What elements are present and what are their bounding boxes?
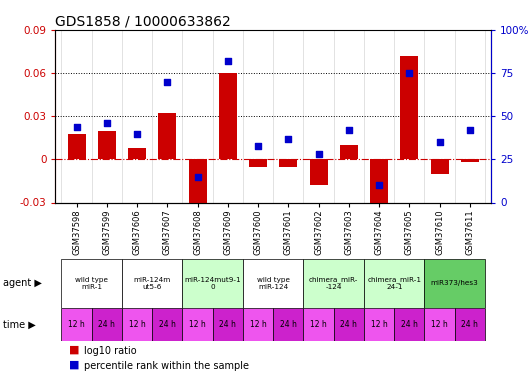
Bar xyxy=(364,308,394,341)
Point xyxy=(224,58,232,64)
Text: time ▶: time ▶ xyxy=(3,320,35,329)
Bar xyxy=(213,308,243,341)
Text: chimera_miR-1
24-1: chimera_miR-1 24-1 xyxy=(367,276,421,290)
Point xyxy=(466,127,474,133)
Bar xyxy=(364,259,425,308)
Text: 24 h: 24 h xyxy=(280,320,297,329)
Text: 12 h: 12 h xyxy=(68,320,85,329)
Bar xyxy=(68,134,86,159)
Bar xyxy=(455,308,485,341)
Point xyxy=(102,120,111,126)
Bar xyxy=(243,308,274,341)
Point xyxy=(405,70,413,76)
Text: 12 h: 12 h xyxy=(250,320,267,329)
Bar xyxy=(219,73,237,159)
Bar xyxy=(128,148,146,159)
Text: 24 h: 24 h xyxy=(220,320,237,329)
Text: 12 h: 12 h xyxy=(371,320,388,329)
Bar xyxy=(122,259,183,308)
Point xyxy=(345,127,353,133)
Bar xyxy=(61,308,92,341)
Bar xyxy=(430,159,449,174)
Bar xyxy=(274,308,304,341)
Point xyxy=(254,142,262,148)
Bar xyxy=(183,308,213,341)
Point xyxy=(133,130,142,136)
Bar xyxy=(309,159,328,185)
Text: 12 h: 12 h xyxy=(189,320,206,329)
Text: 24 h: 24 h xyxy=(159,320,176,329)
Point xyxy=(314,151,323,157)
Text: 12 h: 12 h xyxy=(431,320,448,329)
Bar xyxy=(425,259,485,308)
Bar xyxy=(122,308,152,341)
Bar xyxy=(304,308,334,341)
Bar xyxy=(334,308,364,341)
Text: ■: ■ xyxy=(69,360,79,369)
Text: agent ▶: agent ▶ xyxy=(3,278,42,288)
Bar xyxy=(394,308,425,341)
Bar xyxy=(92,308,122,341)
Text: 24 h: 24 h xyxy=(341,320,357,329)
Text: 24 h: 24 h xyxy=(461,320,478,329)
Bar xyxy=(370,159,388,238)
Bar xyxy=(98,130,116,159)
Text: percentile rank within the sample: percentile rank within the sample xyxy=(84,362,250,371)
Point xyxy=(436,139,444,145)
Text: 12 h: 12 h xyxy=(310,320,327,329)
Text: 24 h: 24 h xyxy=(401,320,418,329)
Point xyxy=(163,79,172,85)
Bar xyxy=(425,308,455,341)
Bar xyxy=(61,259,122,308)
Text: wild type
miR-124: wild type miR-124 xyxy=(257,277,290,290)
Bar xyxy=(304,259,364,308)
Bar xyxy=(188,159,206,224)
Text: log10 ratio: log10 ratio xyxy=(84,346,137,356)
Point xyxy=(284,136,293,142)
Text: 24 h: 24 h xyxy=(98,320,115,329)
Text: ■: ■ xyxy=(69,345,79,354)
Point xyxy=(72,124,81,130)
Bar xyxy=(152,308,183,341)
Text: wild type
miR-1: wild type miR-1 xyxy=(75,277,108,290)
Text: GDS1858 / 10000633862: GDS1858 / 10000633862 xyxy=(55,15,231,29)
Bar xyxy=(340,145,358,159)
Text: 12 h: 12 h xyxy=(129,320,146,329)
Text: chimera_miR-
-124: chimera_miR- -124 xyxy=(309,276,359,290)
Bar xyxy=(461,159,479,162)
Point xyxy=(193,174,202,180)
Bar xyxy=(243,259,304,308)
Text: miR-124mut9-1
0: miR-124mut9-1 0 xyxy=(184,277,241,290)
Bar xyxy=(183,259,243,308)
Bar xyxy=(400,56,418,159)
Point xyxy=(375,182,383,188)
Bar xyxy=(158,113,176,159)
Text: miR373/hes3: miR373/hes3 xyxy=(431,280,478,286)
Bar xyxy=(279,159,297,166)
Bar xyxy=(249,159,267,166)
Text: miR-124m
ut5-6: miR-124m ut5-6 xyxy=(134,277,171,290)
